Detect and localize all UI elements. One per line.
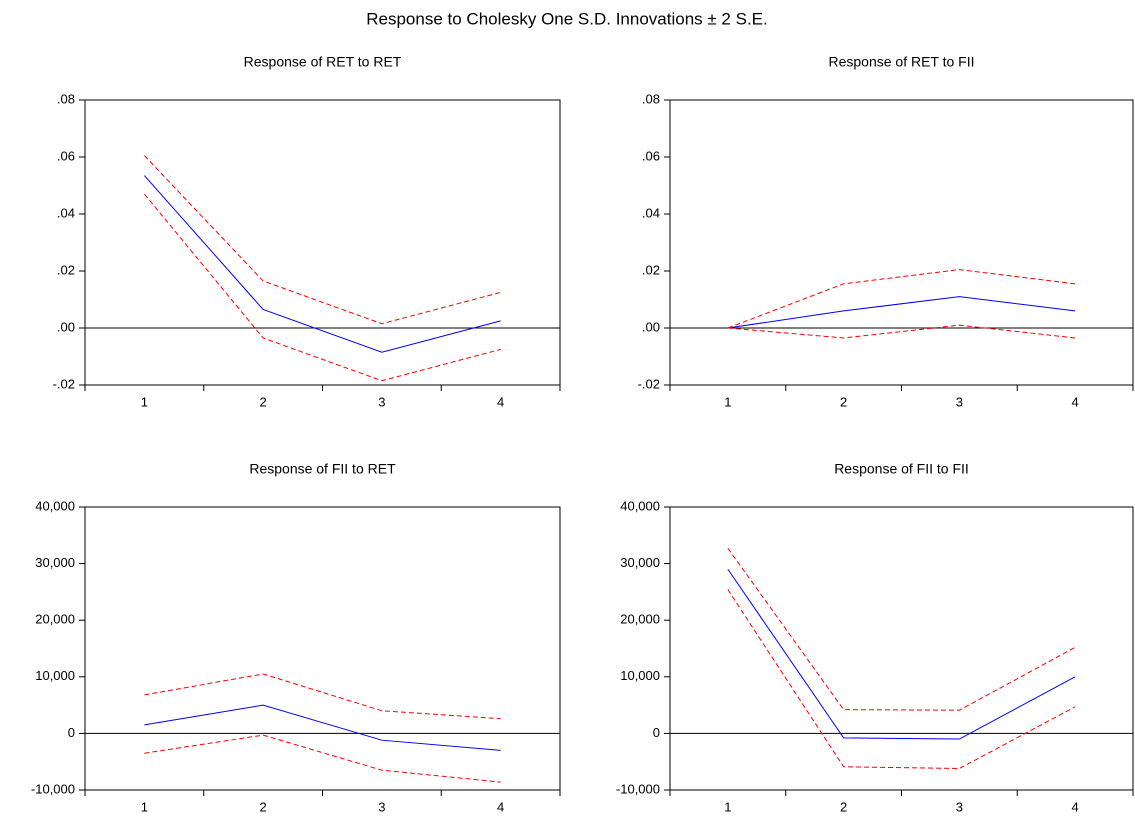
- y-tick-label: .06: [642, 148, 660, 163]
- y-tick-label: -10,000: [616, 781, 660, 796]
- x-tick-label: 2: [840, 394, 847, 409]
- y-tick-label: 0: [653, 725, 660, 740]
- panel-title: Response of FII to RET: [249, 461, 396, 477]
- plot-frame: [84, 99, 561, 386]
- response-line: [727, 568, 1076, 740]
- y-tick-label: 10,000: [35, 668, 75, 683]
- x-tick-label: 3: [956, 799, 963, 814]
- response-line: [144, 704, 501, 751]
- y-tick-label: 30,000: [35, 555, 75, 570]
- x-tick-label: 1: [141, 394, 148, 409]
- y-tick-label: .08: [57, 91, 75, 106]
- band-line: [727, 548, 1076, 711]
- y-tick-label: .00: [57, 319, 75, 334]
- x-tick-label: 4: [497, 799, 504, 814]
- y-tick-label: 0: [68, 725, 75, 740]
- panel: Response of RET to RET -.02 .00 .02 .04 .06 .0…: [53, 54, 561, 409]
- x-tick-label: 4: [497, 394, 504, 409]
- panel: Response of FII to FII -10,000 0 10,000 20,0…: [616, 461, 1134, 814]
- y-tick-label: 40,000: [620, 498, 660, 513]
- y-tick-label: .02: [642, 262, 660, 277]
- x-tick-label: 2: [260, 799, 267, 814]
- band-line: [727, 269, 1076, 329]
- y-tick-label: 30,000: [620, 555, 660, 570]
- x-tick-label: 4: [1072, 799, 1079, 814]
- x-tick-label: 4: [1072, 394, 1079, 409]
- main-title: Response to Cholesky One S.D. Innovation…: [366, 9, 767, 28]
- panel-title: Response of RET to FII: [828, 54, 974, 70]
- panel: Response of FII to RET -10,000 0 10,000 20,0…: [31, 461, 561, 814]
- y-tick-label: .00: [642, 319, 660, 334]
- x-tick-label: 3: [378, 799, 385, 814]
- y-tick-label: -.02: [638, 376, 660, 391]
- band-line: [727, 324, 1076, 339]
- panel: Response of RET to FII -.02 .00 .02 .04 .06 .0…: [638, 54, 1134, 409]
- response-line: [727, 296, 1076, 329]
- x-tick-label: 1: [724, 394, 731, 409]
- x-tick-label: 2: [840, 799, 847, 814]
- band-line: [144, 673, 501, 720]
- y-tick-label: .06: [57, 148, 75, 163]
- y-tick-label: .08: [642, 91, 660, 106]
- x-tick-label: 1: [724, 799, 731, 814]
- band-line: [144, 155, 501, 325]
- y-tick-label: 40,000: [35, 498, 75, 513]
- plot-frame: [669, 506, 1134, 791]
- plot-frame: [669, 99, 1134, 386]
- band-line: [144, 734, 501, 783]
- band-line: [727, 589, 1076, 769]
- plot-frame: [84, 506, 561, 791]
- panel-title: Response of RET to RET: [244, 54, 402, 70]
- panel-title: Response of FII to FII: [834, 461, 969, 477]
- x-tick-label: 3: [956, 394, 963, 409]
- y-tick-label: 20,000: [620, 612, 660, 627]
- y-tick-label: 20,000: [35, 612, 75, 627]
- y-tick-label: -10,000: [31, 781, 75, 796]
- y-tick-label: 10,000: [620, 668, 660, 683]
- y-tick-label: .02: [57, 262, 75, 277]
- x-tick-label: 2: [260, 394, 267, 409]
- y-tick-label: .04: [57, 205, 75, 220]
- x-tick-label: 1: [141, 799, 148, 814]
- band-line: [143, 193, 501, 382]
- response-line: [144, 175, 501, 353]
- y-tick-label: -.02: [53, 376, 75, 391]
- x-tick-label: 3: [378, 394, 385, 409]
- y-tick-label: .04: [642, 205, 660, 220]
